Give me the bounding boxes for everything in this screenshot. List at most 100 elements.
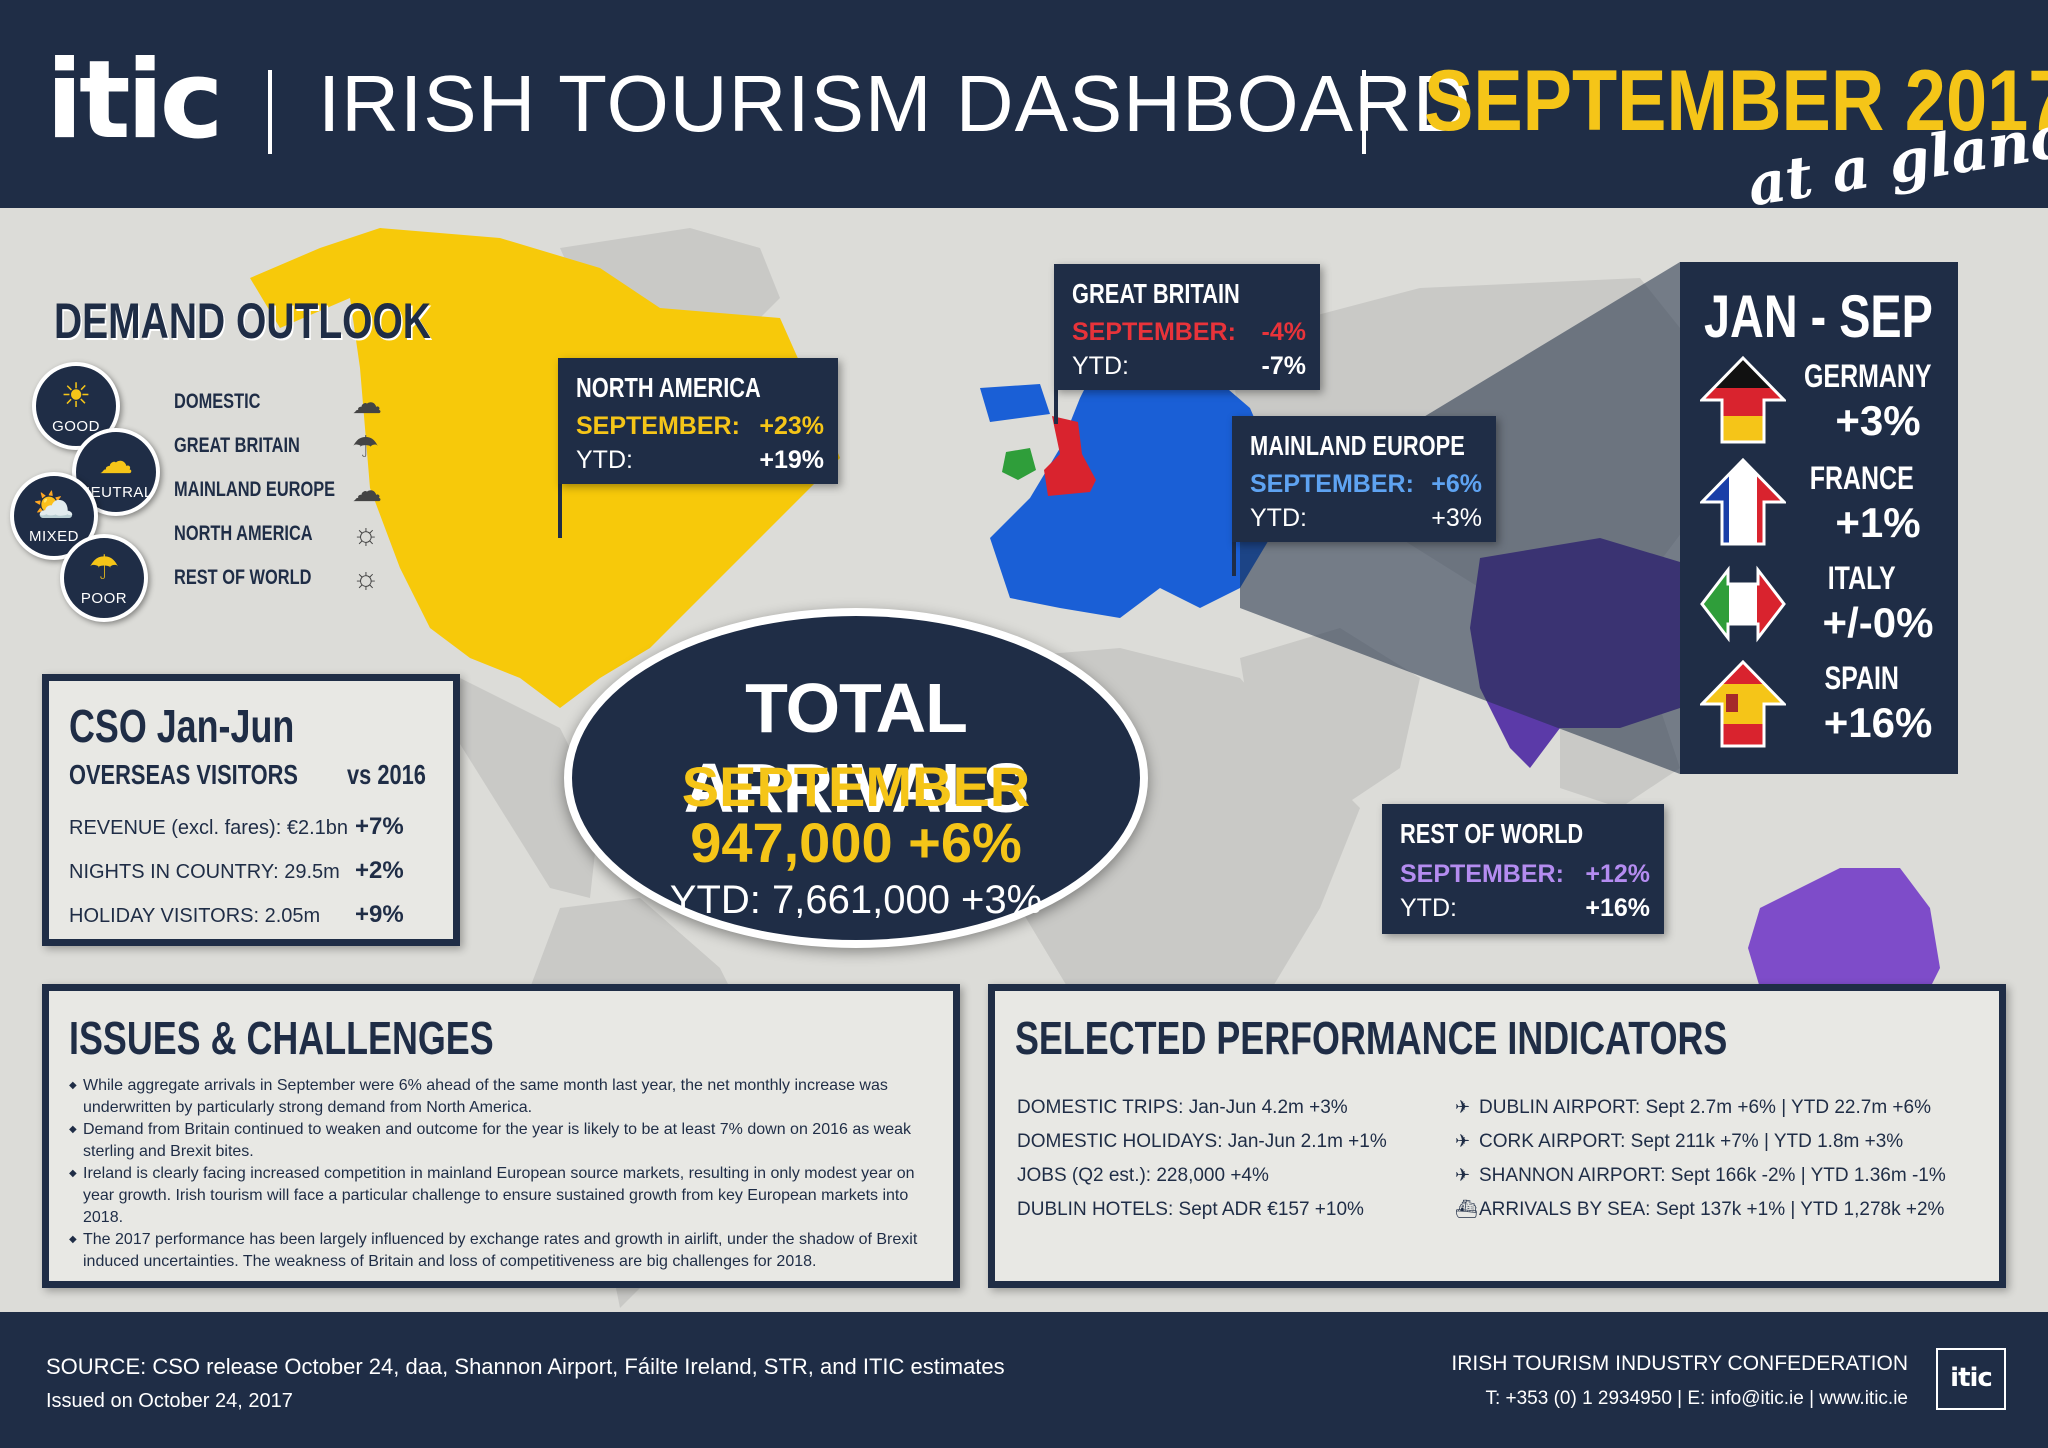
market-name: DOMESTIC: [174, 390, 261, 413]
header: itic IRISH TOURISM DASHBOARD SEPTEMBER 2…: [0, 0, 2048, 219]
issue-item: The 2017 performance has been largely in…: [69, 1229, 939, 1273]
demand-outlook-title: DEMAND OUTLOOK: [54, 293, 431, 349]
great-britain-box: GREAT BRITAIN SEPTEMBER: -4% YTD: -7%: [1054, 264, 1320, 390]
indicator-item: ⛴ARRIVALS BY SEA: Sept 137k +1% | YTD 1,…: [1455, 1199, 1944, 1221]
total-arrivals-ytd: YTD: 7,661,000 +3%: [669, 878, 1043, 922]
sept-label: SEPTEMBER:: [1400, 860, 1564, 888]
map-north-america: [250, 228, 840, 708]
sun-icon: ☀: [60, 377, 92, 415]
legend-label: NEUTRAL: [79, 484, 153, 501]
issue-item: While aggregate arrivals in September we…: [69, 1075, 939, 1119]
cloud-icon: ☁: [352, 387, 382, 420]
rain-icon: ☂: [352, 431, 379, 464]
sun-cloud-icon: ⛅: [32, 487, 76, 525]
sept-value: +12%: [1585, 860, 1650, 888]
region-title: GREAT BRITAIN: [1072, 278, 1240, 309]
market-name: GREAT BRITAIN: [174, 434, 300, 457]
france-flag-icon: [1700, 458, 1786, 546]
market-name: REST OF WORLD: [174, 566, 312, 589]
cso-box: CSO Jan-Jun OVERSEAS VISITORS vs 2016 RE…: [42, 674, 460, 946]
italy-flag-icon: [1700, 565, 1786, 643]
dashboard-title: IRISH TOURISM DASHBOARD: [318, 59, 1472, 148]
indicator-text: ARRIVALS BY SEA: Sept 137k +1% | YTD 1,2…: [1479, 1199, 1945, 1220]
footer-issued: Issued on October 24, 2017: [46, 1390, 293, 1412]
sept-label: SEPTEMBER:: [1250, 470, 1414, 498]
jan-sep-title: JAN - SEP: [1704, 283, 1933, 350]
map-australia: [1748, 868, 1940, 1008]
plane-icon: ✈: [1455, 1131, 1471, 1151]
sept-value: -4%: [1261, 318, 1306, 346]
spain-flag-icon: [1700, 660, 1786, 748]
country-spain: SPAIN +16%: [1804, 660, 1952, 747]
outlook-domestic: DOMESTIC ☁: [174, 387, 404, 420]
cso-row-label: REVENUE (excl. fares): €2.1bn: [69, 817, 348, 839]
issues-title: ISSUES & CHALLENGES: [69, 1012, 494, 1064]
map-central-america: [450, 678, 600, 898]
cso-subtitle: OVERSEAS VISITORS: [69, 759, 298, 790]
map-iceland: [980, 384, 1050, 422]
region-title: MAINLAND EUROPE: [1250, 430, 1465, 461]
map-mainland-europe: [990, 348, 1280, 618]
map-middle-east: [1240, 628, 1420, 808]
country-name: GERMANY: [1804, 358, 1932, 394]
outlook-rest-of-world: REST OF WORLD ☼: [174, 562, 404, 596]
country-value: +16%: [1823, 699, 1933, 746]
footer-contact[interactable]: T: +353 (0) 1 2934950 | E: info@itic.ie …: [1485, 1388, 1908, 1409]
jan-sep-panel: JAN - SEP GERMANY +3% FRANCE +1% ITALY +…: [1680, 262, 1958, 774]
market-name: MAINLAND EUROPE: [174, 478, 336, 501]
sept-label: SEPTEMBER:: [1072, 318, 1236, 346]
ytd-label: YTD:: [576, 446, 633, 474]
rest-of-world-box: REST OF WORLD SEPTEMBER: +12% YTD: +16%: [1382, 804, 1664, 934]
main-panel: DEMAND OUTLOOK ☀ GOOD ☁ NEUTRAL ⛅ MIXED …: [0, 208, 2048, 1312]
country-value: +1%: [1835, 499, 1921, 546]
legend-poor: ☂ POOR: [60, 534, 148, 622]
map-ireland: [1002, 448, 1036, 480]
map-great-britain: [1044, 416, 1096, 496]
cso-compare: vs 2016: [347, 759, 426, 790]
country-germany: GERMANY +3%: [1804, 358, 1952, 445]
legend-label: MIXED: [28, 528, 79, 545]
region-title: REST OF WORLD: [1400, 818, 1584, 849]
sept-label: SEPTEMBER:: [576, 412, 740, 440]
indicators-title: SELECTED PERFORMANCE INDICATORS: [1015, 1012, 1728, 1064]
indicator-item: DOMESTIC HOLIDAYS: Jan-Jun 2.1m +1%: [1017, 1131, 1387, 1152]
cso-row-label: HOLIDAY VISITORS: 2.05m: [69, 905, 321, 927]
cloud-icon: ☁: [99, 443, 133, 481]
ytd-value: +16%: [1585, 894, 1650, 922]
outlook-north-america: NORTH AMERICA ☼: [174, 518, 404, 552]
ship-icon: ⛴: [1455, 1199, 1478, 1219]
footer-source: SOURCE: CSO release October 24, daa, Sha…: [46, 1354, 1005, 1379]
total-arrivals-month: SEPTEMBER: [681, 755, 1031, 818]
cso-row-label: NIGHTS IN COUNTRY: 29.5m: [69, 861, 340, 883]
header-separator: [1362, 70, 1366, 154]
region-title: NORTH AMERICA: [576, 372, 761, 403]
ytd-value: +3%: [1431, 504, 1482, 532]
country-italy: ITALY +/-0%: [1804, 560, 1952, 647]
indicator-text: SHANNON AIRPORT: Sept 166k -2% | YTD 1.3…: [1479, 1165, 1946, 1186]
germany-flag-icon: [1700, 356, 1786, 444]
cso-row-value: +2%: [355, 857, 404, 884]
country-value: +/-0%: [1822, 599, 1934, 646]
footer-itic-logo: itic: [1936, 1348, 2006, 1410]
cloud-icon: ☁: [352, 475, 382, 508]
ytd-label: YTD:: [1400, 894, 1457, 922]
cso-title: CSO Jan-Jun: [69, 700, 295, 752]
country-name: ITALY: [1827, 560, 1896, 596]
outlook-great-britain: GREAT BRITAIN ☂: [174, 431, 404, 464]
indicator-item: DUBLIN HOTELS: Sept ADR €157 +10%: [1017, 1199, 1364, 1220]
total-arrivals-title: TOTAL ARRIVALS: [683, 669, 1030, 827]
country-name: FRANCE: [1809, 460, 1914, 496]
ytd-label: YTD:: [1072, 352, 1129, 380]
country-france: FRANCE +1%: [1804, 460, 1952, 547]
issues-box: ISSUES & CHALLENGES While aggregate arri…: [42, 984, 960, 1288]
report-month: SEPTEMBER 2017: [1424, 53, 2048, 149]
indicator-item: ✈ DUBLIN AIRPORT: Sept 2.7m +6% | YTD 22.…: [1455, 1097, 1931, 1119]
issue-item: Demand from Britain continued to weaken …: [69, 1119, 939, 1163]
ytd-value: +19%: [759, 446, 824, 474]
indicator-text: CORK AIRPORT: Sept 211k +7% | YTD 1.8m +…: [1479, 1131, 1904, 1152]
header-separator: [268, 70, 272, 154]
indicator-item: JOBS (Q2 est.): 228,000 +4%: [1017, 1165, 1269, 1186]
footer: SOURCE: CSO release October 24, daa, Sha…: [0, 1312, 2048, 1448]
cso-row-value: +7%: [355, 813, 404, 840]
footer-org: IRISH TOURISM INDUSTRY CONFEDERATION: [1451, 1352, 1908, 1375]
